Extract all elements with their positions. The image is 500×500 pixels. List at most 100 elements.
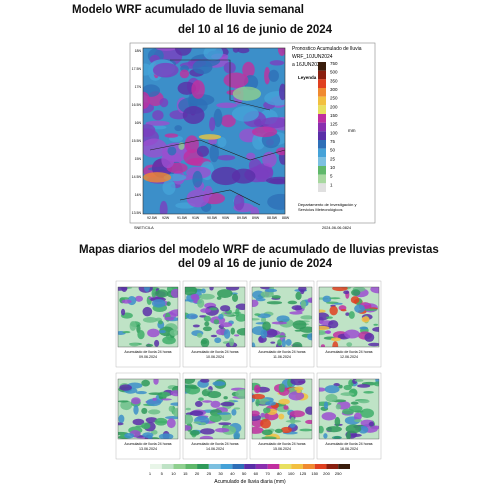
rain-area xyxy=(287,409,295,416)
rain-area xyxy=(119,297,126,304)
rain-area xyxy=(150,125,167,130)
rain-area xyxy=(206,50,220,63)
rain-area xyxy=(199,315,207,318)
rain-area xyxy=(220,401,235,407)
rain-area xyxy=(159,329,166,334)
rain-area xyxy=(219,411,232,421)
rain-area xyxy=(193,421,202,424)
rain-area xyxy=(250,206,260,214)
rain-area xyxy=(332,341,339,347)
daily-rain xyxy=(185,379,245,439)
lon-label: 88.5W xyxy=(267,216,278,220)
department: Departamento de Investigación y xyxy=(298,202,356,207)
colorbar-swatch xyxy=(318,166,326,175)
rain-area xyxy=(239,128,258,143)
rain-area xyxy=(280,426,292,434)
rain-area xyxy=(252,132,266,150)
colorbar-swatch xyxy=(150,464,162,469)
rain-area xyxy=(155,48,177,51)
colorbar-tick: 25 xyxy=(330,156,336,161)
rain-area xyxy=(210,400,221,408)
rain-area xyxy=(153,158,177,173)
rain-area xyxy=(121,308,126,316)
rain-area xyxy=(189,68,205,77)
daily-map-border xyxy=(318,286,380,348)
rain-area xyxy=(333,435,342,439)
rain-area xyxy=(169,332,175,338)
rain-area xyxy=(269,178,285,184)
rain-area xyxy=(162,336,176,345)
rain-area xyxy=(278,387,290,396)
rain-area xyxy=(362,316,369,322)
rain-area xyxy=(216,296,222,300)
rain-area xyxy=(155,288,160,295)
rain-area xyxy=(260,287,272,290)
department: Servicios Meteorológicos xyxy=(298,207,342,212)
colorbar-swatch xyxy=(326,464,339,469)
legend-heading: Leyenda xyxy=(298,75,317,80)
rain-area xyxy=(260,117,285,129)
rain-area xyxy=(166,290,178,298)
rain-area xyxy=(260,418,271,429)
rain-area xyxy=(358,302,372,311)
rain-area xyxy=(290,425,295,428)
rain-area xyxy=(361,314,373,320)
daily-caption: Acumulado de lluvia 24 horas xyxy=(325,350,372,354)
rain-area xyxy=(186,166,211,179)
rain-area xyxy=(128,342,143,346)
rain-area xyxy=(349,433,362,438)
colorbar-tick: 25 xyxy=(207,471,212,476)
rain-area xyxy=(278,398,290,405)
colorbar-swatch xyxy=(318,70,326,80)
rain-area xyxy=(166,162,188,174)
rain-area xyxy=(203,48,224,61)
rain-area xyxy=(183,149,204,166)
rain-area xyxy=(187,59,207,67)
rain-area xyxy=(261,429,273,436)
daily-rain xyxy=(319,379,379,439)
rain-area xyxy=(319,425,324,434)
weekly-map xyxy=(143,48,285,214)
rain-area xyxy=(270,117,285,131)
rain-area xyxy=(152,397,157,401)
rain-area xyxy=(354,379,364,382)
rain-area xyxy=(269,287,275,295)
rain-area xyxy=(252,426,264,434)
rain-area xyxy=(187,157,211,166)
rain-area xyxy=(233,431,241,439)
rain-area xyxy=(185,384,191,394)
rain-area xyxy=(341,287,352,290)
rain-area xyxy=(155,317,162,322)
rain-area xyxy=(319,320,334,326)
rain-area xyxy=(198,134,222,140)
rain-area xyxy=(255,322,267,325)
rain-area xyxy=(368,421,375,427)
rain-area xyxy=(220,322,233,328)
rain-area xyxy=(334,416,341,427)
rain-area xyxy=(340,392,355,396)
rain-area xyxy=(130,321,141,328)
rain-area xyxy=(350,380,358,387)
colorbar-tick: 125 xyxy=(300,471,307,476)
rain-area xyxy=(194,289,202,300)
rain-area xyxy=(211,166,241,186)
rain-area xyxy=(253,163,274,182)
rain-area xyxy=(185,287,196,293)
rain-area xyxy=(132,434,147,438)
rain-area xyxy=(257,313,271,319)
rain-area xyxy=(225,342,238,347)
rain-area xyxy=(233,194,245,211)
rain-area xyxy=(271,297,281,300)
rain-area xyxy=(235,303,245,311)
daily-date: 15.06.2024 xyxy=(273,447,291,451)
rain-area xyxy=(118,431,129,436)
rain-area xyxy=(354,410,364,413)
rain-area xyxy=(255,400,270,406)
rain-area xyxy=(252,342,256,347)
rain-area xyxy=(262,119,275,133)
subtitle: del 10 al 16 de junio de 2024 xyxy=(178,24,333,36)
rain-area xyxy=(287,387,302,395)
rain-area xyxy=(230,292,238,295)
rain-area xyxy=(354,427,364,431)
rain-area xyxy=(295,291,302,301)
